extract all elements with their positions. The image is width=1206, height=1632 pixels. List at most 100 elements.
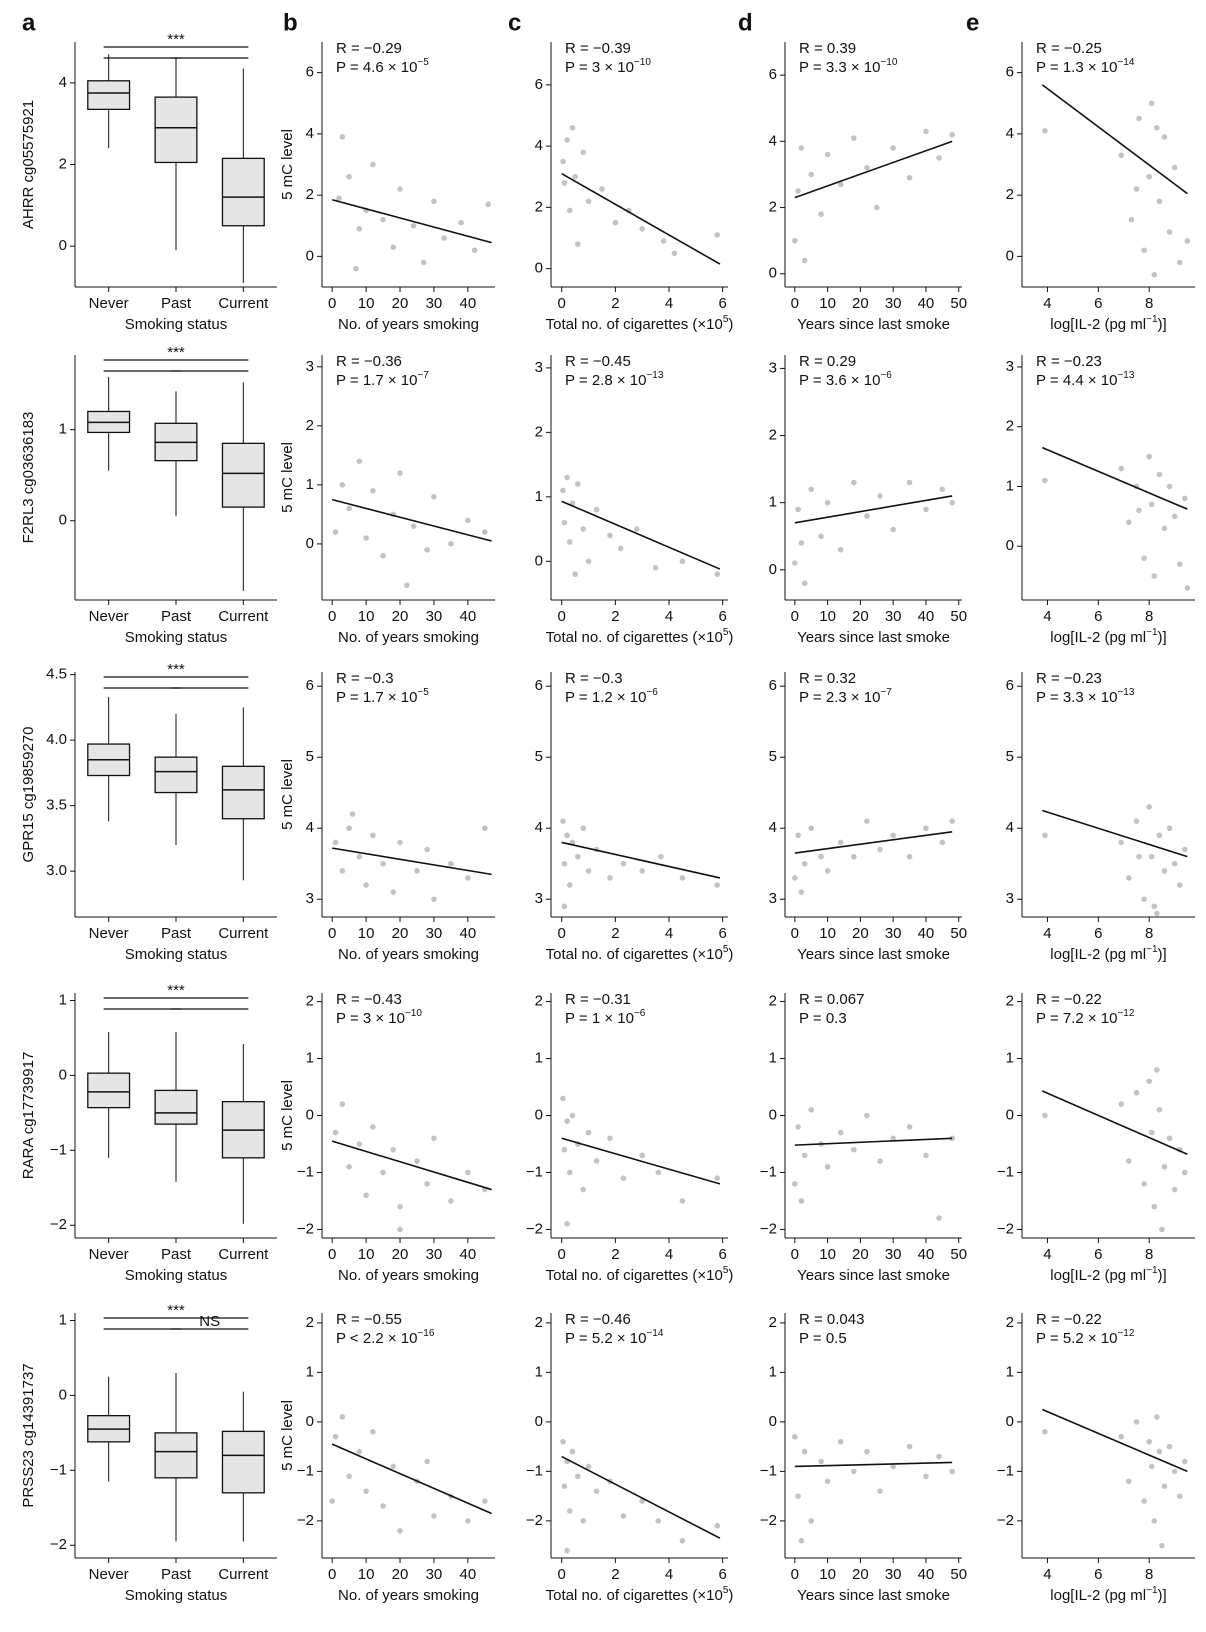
x-tick-label: Current — [218, 608, 269, 625]
y-axis-title-part: AHRR cg05575921 — [20, 100, 37, 229]
stat-annotation: R = 0.39 — [799, 40, 856, 57]
point — [1141, 555, 1147, 561]
x-axis-title-part: ) — [728, 1587, 733, 1604]
point — [1154, 1067, 1160, 1073]
x-axis-title: Total no. of cigarettes (×105) — [546, 1585, 734, 1604]
point — [1118, 1101, 1125, 1107]
x-tick-label: Current — [218, 925, 269, 942]
box — [87, 80, 131, 111]
point — [431, 493, 437, 500]
x-tick-label: 40 — [460, 1566, 477, 1583]
panel-letter: e — [966, 9, 979, 36]
point — [634, 526, 640, 532]
x-tick-label: 30 — [885, 608, 902, 625]
x-axis-title: Years since last smoke — [797, 629, 950, 646]
point — [824, 1478, 831, 1485]
stat-annotation-part: P = 1.7 × 10 — [336, 689, 417, 706]
x-tick-label: 40 — [460, 1246, 477, 1263]
point — [585, 868, 592, 874]
y-tick-label: 0 — [1006, 1413, 1014, 1430]
panel-letter: c — [508, 9, 521, 36]
stat-annotation: R = −0.55 — [336, 1311, 402, 1328]
box — [221, 157, 265, 227]
stat-annotation-part: P = 0.5 — [799, 1330, 847, 1347]
point — [1182, 1169, 1188, 1176]
y-tick-label: −1 — [50, 1141, 67, 1158]
point — [808, 825, 815, 832]
point — [936, 155, 942, 161]
point — [837, 1438, 844, 1445]
point — [660, 238, 667, 244]
y-tick-label: 1 — [1006, 1363, 1014, 1380]
stat-annotation: P = 3 × 10−10 — [336, 1008, 422, 1027]
x-tick-label: 40 — [460, 925, 477, 942]
significance-label: *** — [167, 982, 185, 999]
point — [639, 226, 645, 232]
y-tick-label: 1 — [59, 421, 67, 438]
point — [564, 1547, 570, 1554]
point — [482, 825, 488, 832]
point — [431, 1135, 437, 1142]
point — [482, 529, 488, 535]
x-tick-label: 0 — [558, 295, 566, 312]
point — [575, 853, 581, 860]
point — [1161, 525, 1168, 532]
y-tick-label: 2 — [535, 1314, 543, 1331]
stat-annotation: R = −0.36 — [336, 353, 402, 370]
x-tick-label: 4 — [1043, 295, 1051, 312]
y-tick-label: 2 — [769, 993, 777, 1010]
point — [471, 247, 478, 254]
stat-annotation-part: P = 3.3 × 10 — [1036, 689, 1117, 706]
point — [569, 1448, 576, 1455]
point — [824, 499, 831, 506]
point — [1156, 471, 1163, 478]
y-axis-title-part: 5 mC level — [279, 129, 296, 200]
point — [465, 1169, 471, 1176]
point — [1176, 1493, 1183, 1499]
x-tick-label: Never — [89, 608, 129, 625]
x-tick-label: 0 — [328, 1246, 336, 1263]
y-tick-label: 2 — [59, 155, 67, 172]
point — [332, 1129, 339, 1136]
stat-annotation: R = −0.22 — [1036, 991, 1102, 1008]
box — [154, 756, 198, 794]
point — [824, 868, 831, 874]
fit-line — [561, 500, 721, 570]
point — [585, 558, 592, 565]
point — [1184, 238, 1191, 244]
point — [1118, 1433, 1125, 1440]
y-axis-title: 5 mC level — [279, 129, 296, 200]
y-tick-label: 1 — [769, 494, 777, 511]
point — [798, 1537, 805, 1544]
point — [572, 571, 578, 578]
point — [397, 470, 403, 476]
point — [560, 818, 566, 824]
x-tick-label: 20 — [852, 608, 869, 625]
y-tick-label: 3 — [535, 359, 543, 376]
stat-annotation: P = 2.8 × 10−13 — [565, 370, 664, 389]
fit-line — [332, 847, 492, 876]
y-tick-label: 2 — [535, 198, 543, 215]
point — [1166, 1135, 1173, 1142]
point — [561, 903, 568, 910]
y-tick-label: −1 — [997, 1462, 1014, 1479]
x-axis-title: Total no. of cigarettes (×105) — [546, 1265, 734, 1284]
point — [1133, 1419, 1140, 1425]
stat-annotation-part: R = −0.45 — [565, 353, 631, 370]
box — [221, 442, 265, 508]
y-tick-label: 3 — [769, 890, 777, 907]
point — [1148, 501, 1155, 508]
y-tick-label: 6 — [769, 677, 777, 694]
point — [560, 1438, 566, 1445]
point — [890, 145, 896, 151]
x-tick-label: 20 — [392, 925, 409, 942]
point — [1146, 1078, 1153, 1085]
point — [561, 180, 568, 186]
x-tick-label: 8 — [1145, 295, 1153, 312]
stat-annotation-part: P = 2.3 × 10 — [799, 689, 880, 706]
y-axis-title-part: 5 mC level — [279, 1080, 296, 1151]
x-tick-label: 6 — [718, 1566, 726, 1583]
x-axis-title-part: Years since last smoke — [797, 316, 950, 333]
y-tick-label: 3 — [306, 890, 314, 907]
x-tick-label: 10 — [819, 925, 836, 942]
